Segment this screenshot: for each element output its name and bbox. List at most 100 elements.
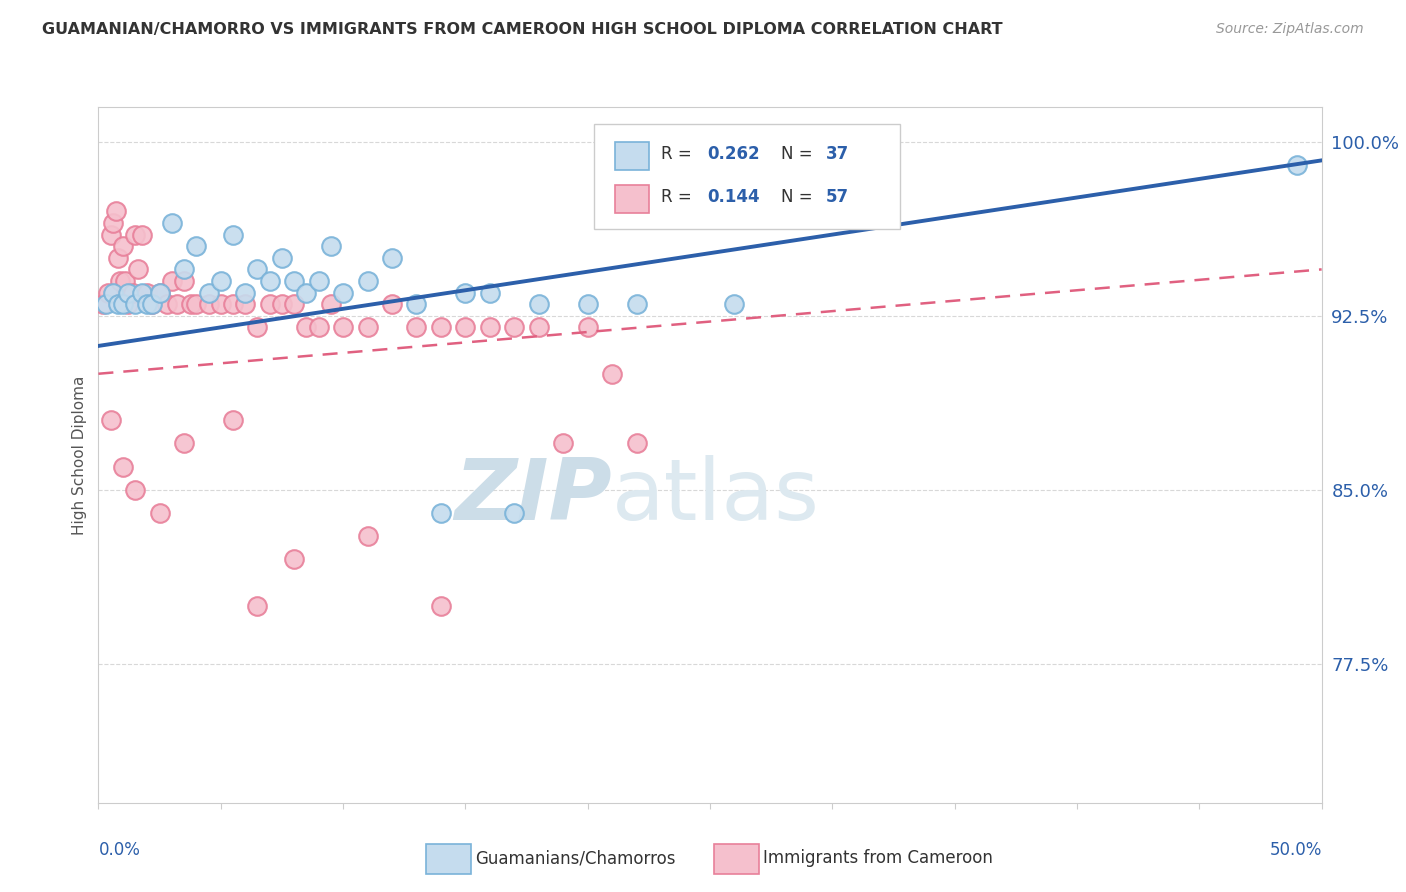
- Point: [319, 239, 342, 253]
- Text: 0.144: 0.144: [707, 188, 761, 206]
- Point: [527, 320, 550, 334]
- Point: [124, 297, 146, 311]
- Point: [295, 320, 318, 334]
- Point: [222, 297, 245, 311]
- Point: [91, 297, 114, 311]
- Point: [478, 285, 501, 300]
- Point: [209, 297, 232, 311]
- Point: [117, 285, 139, 300]
- Point: [356, 529, 378, 543]
- Point: [233, 285, 256, 300]
- Text: ZIP: ZIP: [454, 455, 612, 538]
- Point: [141, 297, 163, 311]
- Point: [246, 320, 269, 334]
- Text: Immigrants from Cameroon: Immigrants from Cameroon: [763, 849, 993, 867]
- Point: [117, 297, 139, 311]
- Point: [454, 285, 477, 300]
- Point: [283, 297, 305, 311]
- Point: [173, 274, 195, 288]
- Point: [356, 320, 378, 334]
- Point: [186, 239, 208, 253]
- Text: atlas: atlas: [612, 455, 820, 538]
- Point: [626, 297, 648, 311]
- Point: [405, 297, 427, 311]
- Point: [553, 436, 575, 450]
- Text: N =: N =: [780, 188, 818, 206]
- FancyBboxPatch shape: [593, 124, 900, 229]
- Point: [127, 262, 149, 277]
- Point: [576, 320, 599, 334]
- Point: [503, 506, 526, 520]
- Point: [110, 274, 132, 288]
- Point: [308, 274, 330, 288]
- Point: [136, 297, 159, 311]
- Bar: [614, 185, 648, 213]
- Point: [149, 285, 172, 300]
- Point: [576, 297, 599, 311]
- Point: [111, 239, 134, 253]
- Point: [107, 297, 129, 311]
- Point: [100, 413, 122, 427]
- Point: [1286, 158, 1309, 172]
- Point: [114, 274, 136, 288]
- Point: [626, 436, 648, 450]
- Point: [478, 320, 501, 334]
- Point: [332, 285, 354, 300]
- Point: [332, 320, 354, 334]
- Point: [173, 436, 195, 450]
- Text: GUAMANIAN/CHAMORRO VS IMMIGRANTS FROM CAMEROON HIGH SCHOOL DIPLOMA CORRELATION C: GUAMANIAN/CHAMORRO VS IMMIGRANTS FROM CA…: [42, 22, 1002, 37]
- Point: [259, 274, 281, 288]
- Point: [149, 506, 172, 520]
- Point: [222, 227, 245, 242]
- Text: 37: 37: [827, 145, 849, 163]
- Text: N =: N =: [780, 145, 818, 163]
- Point: [156, 297, 179, 311]
- Point: [160, 216, 183, 230]
- Point: [283, 552, 305, 566]
- Point: [173, 262, 195, 277]
- Point: [97, 285, 120, 300]
- Point: [430, 320, 453, 334]
- Text: 0.0%: 0.0%: [98, 841, 141, 859]
- Point: [136, 285, 159, 300]
- Point: [270, 251, 294, 265]
- Point: [131, 227, 153, 242]
- Text: Guamanians/Chamorros: Guamanians/Chamorros: [475, 849, 676, 867]
- Text: 57: 57: [827, 188, 849, 206]
- Point: [166, 297, 188, 311]
- Point: [454, 320, 477, 334]
- Text: R =: R =: [661, 188, 697, 206]
- Point: [131, 285, 153, 300]
- Point: [295, 285, 318, 300]
- Point: [101, 216, 124, 230]
- Text: 50.0%: 50.0%: [1270, 841, 1322, 859]
- Point: [246, 262, 269, 277]
- Point: [405, 320, 427, 334]
- Point: [160, 274, 183, 288]
- Point: [503, 320, 526, 334]
- Y-axis label: High School Diploma: High School Diploma: [72, 376, 87, 534]
- Point: [197, 297, 219, 311]
- Point: [104, 204, 127, 219]
- Text: R =: R =: [661, 145, 697, 163]
- Point: [319, 297, 342, 311]
- Point: [270, 297, 294, 311]
- Point: [107, 251, 129, 265]
- Point: [246, 599, 269, 613]
- Point: [259, 297, 281, 311]
- Point: [356, 274, 378, 288]
- Point: [111, 459, 134, 474]
- Point: [121, 285, 143, 300]
- Point: [149, 285, 172, 300]
- Point: [283, 274, 305, 288]
- Point: [197, 285, 219, 300]
- Bar: [614, 142, 648, 169]
- Point: [308, 320, 330, 334]
- Point: [723, 297, 745, 311]
- Point: [124, 483, 146, 497]
- Point: [180, 297, 202, 311]
- Point: [124, 227, 146, 242]
- Point: [222, 413, 245, 427]
- Point: [141, 297, 163, 311]
- Point: [233, 297, 256, 311]
